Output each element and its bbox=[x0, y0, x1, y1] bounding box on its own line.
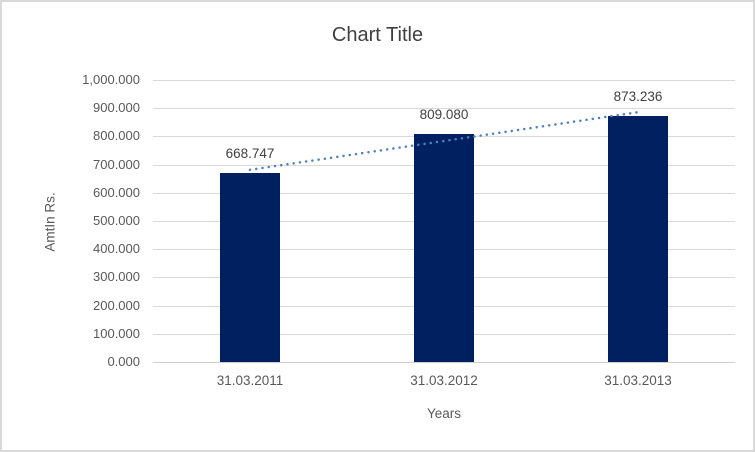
trendline-dotted bbox=[248, 110, 640, 172]
y-tick-label: 700.000 bbox=[93, 156, 140, 172]
bar-31.03.2011 bbox=[220, 173, 280, 362]
chart-title: Chart Title bbox=[331, 24, 424, 46]
plot-area: 668.747 809.080 873.236 bbox=[153, 80, 735, 363]
data-label: 668.747 bbox=[225, 146, 275, 162]
bar-31.03.2013 bbox=[608, 115, 668, 362]
y-tick-label: 600.000 bbox=[93, 184, 140, 200]
y-tick-label: 500.000 bbox=[93, 213, 140, 228]
y-tick-label: 400.000 bbox=[93, 241, 140, 257]
data-label: 873.236 bbox=[613, 88, 663, 104]
x-tick-label: 31.03.2011 bbox=[216, 373, 284, 388]
x-axis-title: Years bbox=[426, 406, 462, 421]
y-tick-label: 1,000.000 bbox=[82, 72, 140, 87]
x-tick-label: 31.03.2012 bbox=[410, 373, 478, 388]
x-axis-line bbox=[153, 362, 735, 363]
y-tick-label: 900.000 bbox=[93, 100, 140, 116]
y-tick-label: 300.000 bbox=[93, 269, 140, 285]
x-tick-label: 31.03.2013 bbox=[604, 373, 672, 388]
trendline bbox=[248, 110, 640, 172]
y-tick-label: 0.000 bbox=[107, 354, 140, 369]
bar-31.03.2012 bbox=[414, 133, 474, 362]
y-tick-label: 100.000 bbox=[93, 325, 140, 341]
gridline bbox=[153, 80, 735, 81]
y-tick-label: 800.000 bbox=[93, 128, 140, 144]
gridline bbox=[153, 108, 735, 110]
data-label: 809.080 bbox=[419, 106, 469, 122]
y-tick-label: 200.000 bbox=[93, 297, 140, 313]
